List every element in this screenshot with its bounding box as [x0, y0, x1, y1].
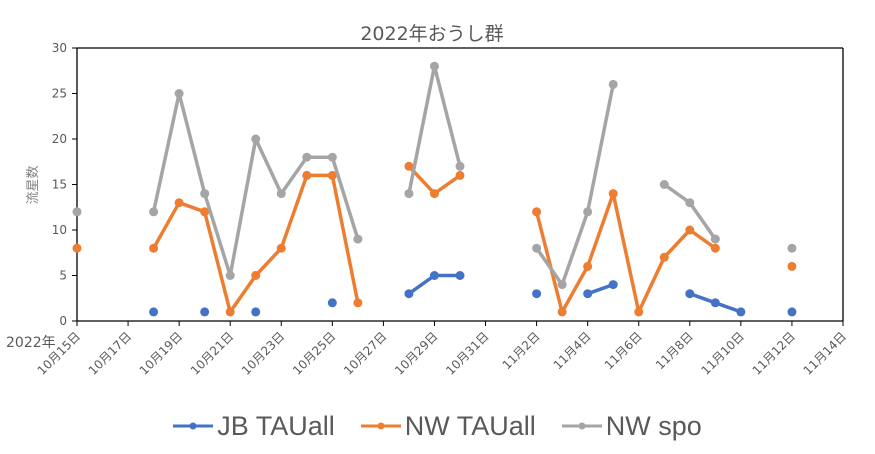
data-point — [302, 170, 312, 180]
x-tick-label: 11月10日 — [699, 329, 747, 377]
data-point — [608, 280, 618, 290]
data-point — [685, 198, 695, 208]
data-point — [557, 307, 567, 317]
x-tick-label: 11月4日 — [551, 329, 594, 372]
data-point — [200, 189, 210, 199]
legend-line-marker-icon — [173, 422, 214, 430]
chart-title: 2022年おうし群 — [360, 23, 503, 45]
data-point — [251, 134, 261, 144]
x-tick-label: 10月31日 — [443, 329, 491, 377]
x-tick-label: 10月29日 — [392, 329, 440, 377]
y-axis-title: 流星数 — [26, 165, 41, 204]
x-tick-label: 11月2日 — [500, 329, 543, 372]
data-point — [302, 152, 312, 162]
data-point — [659, 252, 669, 262]
data-point — [710, 243, 720, 253]
y-tick-label: 30 — [52, 41, 67, 55]
data-point — [787, 243, 797, 253]
x-tick-label: 10月19日 — [137, 329, 185, 377]
x-tick-label: 10月21日 — [188, 329, 236, 377]
x-tick-label: 10月27日 — [341, 329, 389, 377]
legend-item-jb-tauall: JB TAUall — [173, 411, 335, 442]
data-point — [276, 243, 286, 253]
legend: JB TAUall NW TAUall NW spo — [0, 404, 875, 448]
series-nw-tauall — [72, 161, 797, 317]
data-point — [251, 307, 261, 317]
data-point — [532, 207, 542, 217]
y-tick-label: 25 — [52, 87, 67, 101]
data-point — [429, 271, 439, 280]
series-jb-tauall — [149, 271, 797, 317]
y-tick-label: 20 — [52, 132, 67, 146]
data-point — [225, 271, 235, 280]
data-point — [557, 280, 567, 290]
x-tick-label: 10月23日 — [239, 329, 287, 377]
data-point — [225, 307, 235, 317]
data-point — [149, 207, 159, 217]
year-label: 2022年 — [6, 335, 56, 351]
data-point — [72, 207, 82, 217]
y-tick-label: 5 — [59, 269, 67, 283]
x-tick-label: 10月17日 — [86, 329, 134, 377]
data-point — [200, 207, 210, 217]
data-point — [455, 170, 465, 180]
data-point — [327, 170, 337, 180]
x-tick-label: 11月6日 — [602, 329, 645, 372]
data-point — [685, 225, 695, 235]
data-point — [583, 289, 593, 299]
data-point — [353, 234, 363, 244]
data-point — [327, 152, 337, 162]
y-tick-label: 0 — [59, 314, 67, 328]
data-point — [429, 61, 439, 71]
data-point — [429, 189, 439, 199]
data-point — [787, 307, 797, 317]
x-tick-label: 11月14日 — [801, 329, 849, 377]
data-point — [455, 271, 465, 280]
data-point — [149, 307, 159, 317]
data-point — [404, 289, 414, 299]
legend-item-nw-spo: NW spo — [561, 410, 702, 442]
data-point — [72, 243, 82, 253]
data-point — [532, 243, 542, 253]
data-point — [787, 261, 797, 271]
data-point — [583, 207, 593, 217]
data-point — [251, 271, 261, 280]
legend-label: NW spo — [605, 410, 702, 441]
data-point — [608, 189, 618, 199]
data-point — [276, 189, 286, 199]
data-point — [532, 289, 542, 299]
data-point — [404, 161, 414, 171]
series-layer — [72, 61, 797, 317]
data-point — [608, 79, 618, 89]
data-point — [634, 307, 644, 317]
data-point — [404, 189, 414, 199]
data-point — [174, 198, 184, 208]
x-tick-label: 11月8日 — [653, 329, 696, 372]
data-point — [327, 298, 337, 308]
legend-label: NW TAUall — [404, 410, 536, 441]
data-point — [583, 261, 593, 271]
y-axis: 0 5 10 15 20 25 30 — [52, 41, 78, 328]
data-point — [149, 243, 159, 253]
legend-line-marker-icon — [360, 422, 401, 430]
legend-item-nw-tauall: NW TAUall — [360, 410, 536, 442]
data-point — [200, 307, 210, 317]
data-point — [710, 234, 720, 244]
data-point — [174, 89, 184, 98]
x-tick-label: 10月25日 — [290, 329, 338, 377]
y-tick-label: 10 — [52, 223, 67, 237]
y-tick-label: 15 — [52, 178, 67, 192]
data-point — [353, 298, 363, 308]
data-point — [455, 161, 465, 171]
series-nw-spo — [72, 61, 797, 290]
data-point — [685, 289, 695, 299]
data-point — [659, 180, 669, 189]
legend-line-marker-icon — [561, 422, 602, 430]
data-point — [710, 298, 720, 308]
x-tick-label: 11月12日 — [750, 329, 798, 377]
legend-label: JB TAUall — [217, 410, 335, 441]
data-point — [736, 307, 746, 317]
